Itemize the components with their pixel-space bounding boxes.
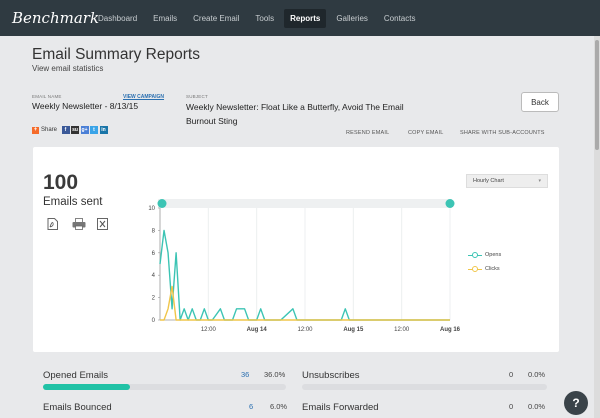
chart-x-tick-label: 12:00: [297, 327, 313, 333]
facebook-icon[interactable]: f: [61, 126, 70, 134]
chart-y-tick-label: 8: [152, 228, 156, 234]
email-name-value: Weekly Newsletter - 8/13/15: [32, 101, 139, 111]
page-title: Email Summary Reports: [32, 46, 200, 63]
emails-bounced-count[interactable]: 6: [249, 402, 254, 411]
opened-emails-bar: [43, 384, 286, 390]
email-name-label: EMAIL NAME: [32, 94, 62, 99]
chart-x-tick-label: Aug 15: [343, 327, 364, 333]
top-navigation: Benchmark Dashboard Emails Create Email …: [0, 0, 600, 36]
legend-clicks-label: Clicks: [485, 266, 500, 272]
nav-reports[interactable]: Reports: [284, 8, 327, 28]
stumbleupon-icon[interactable]: su: [71, 126, 80, 134]
emails-forwarded-count: 0: [509, 402, 514, 411]
chart-range-handle-left: [157, 199, 167, 208]
plus-icon: +: [32, 126, 39, 134]
chart-type-select[interactable]: Hourly Chart ▾: [466, 174, 548, 188]
chevron-down-icon: ▾: [538, 178, 541, 184]
share-sub-accounts-link[interactable]: SHARE WITH SUB-ACCOUNTS: [460, 130, 545, 136]
subject-label: SUBJECT: [186, 94, 208, 99]
chart-y-tick-label: 10: [148, 206, 155, 212]
unsubscribes-count: 0: [509, 370, 514, 379]
emails-bounced-label: Emails Bounced: [43, 402, 112, 413]
scrollbar-thumb[interactable]: [595, 40, 599, 150]
emails-forwarded-pct: 0.0%: [528, 402, 546, 411]
page-subtitle: View email statistics: [32, 64, 104, 73]
emails-sent-label: Emails sent: [43, 196, 103, 208]
chart-x-tick-label: Aug 14: [247, 327, 268, 333]
unsubscribes-bar: [302, 384, 547, 390]
share-bar: + Share f su g+ t in: [32, 126, 108, 134]
chart-range-track: [158, 199, 452, 208]
back-button[interactable]: Back: [521, 92, 559, 112]
chart-type-value: Hourly Chart: [473, 178, 504, 184]
pdf-icon[interactable]: [47, 218, 58, 230]
emails-sent-count: 100: [43, 171, 79, 194]
unsubscribes-pct: 0.0%: [528, 370, 546, 379]
chart-x-tick-label: 12:00: [201, 327, 217, 333]
opens-legend-marker: [468, 252, 482, 258]
legend-clicks[interactable]: Clicks: [468, 266, 500, 272]
opened-emails-bar-fill: [43, 384, 131, 390]
unsubscribes-label: Unsubscribes: [302, 370, 360, 381]
opened-emails-pct: 36.0%: [264, 370, 286, 379]
legend-opens[interactable]: Opens: [468, 252, 501, 258]
copy-email-link[interactable]: COPY EMAIL: [408, 130, 444, 136]
twitter-icon[interactable]: t: [90, 126, 99, 134]
help-icon[interactable]: ?: [564, 391, 588, 415]
chart-y-tick-label: 6: [152, 251, 156, 257]
excel-icon[interactable]: [97, 218, 108, 230]
chart-range-handle-right: [445, 199, 455, 208]
view-campaign-link[interactable]: VIEW CAMPAIGN: [123, 94, 165, 100]
resend-email-link[interactable]: RESEND EMAIL: [346, 130, 390, 136]
print-icon[interactable]: [72, 218, 86, 230]
emails-bounced-pct: 6.0%: [270, 402, 288, 411]
subject-value: Weekly Newsletter: Float Like a Butterfl…: [186, 102, 404, 126]
opened-emails-count[interactable]: 36: [241, 370, 250, 379]
linkedin-icon[interactable]: in: [99, 126, 108, 134]
nav-galleries[interactable]: Galleries: [336, 13, 368, 23]
google-plus-icon[interactable]: g+: [80, 126, 89, 134]
emails-forwarded-label: Emails Forwarded: [302, 402, 379, 413]
nav-tools[interactable]: Tools: [255, 13, 275, 23]
opened-emails-label: Opened Emails: [43, 370, 108, 381]
chart-x-tick-label: Aug 16: [440, 327, 460, 333]
chart-y-tick-label: 2: [152, 296, 156, 302]
page-scrollbar[interactable]: [594, 36, 600, 418]
benchmark-logo[interactable]: Benchmark: [12, 9, 100, 27]
nav-dashboard[interactable]: Dashboard: [98, 13, 138, 23]
stats-section: Opened Emails 36 36.0% Unsubscribes 0 0.…: [0, 356, 600, 418]
chart-x-tick-label: 12:00: [394, 327, 410, 333]
nav-emails[interactable]: Emails: [153, 13, 178, 23]
nav-create-email[interactable]: Create Email: [193, 13, 240, 23]
legend-opens-label: Opens: [485, 252, 502, 258]
nav-contacts[interactable]: Contacts: [383, 13, 416, 23]
chart-y-tick-label: 0: [152, 318, 156, 324]
share-button[interactable]: + Share: [32, 126, 58, 134]
share-label: Share: [41, 127, 58, 133]
opens-clicks-chart: 0 2 4 6 8 10 12:00 Aug 14 12:00 Aug 15 12:00 Aug 16: [148, 199, 460, 333]
chart-series-clicks-line: [160, 285, 450, 321]
chart-y-tick-label: 4: [152, 273, 156, 279]
clicks-legend-marker: [468, 266, 482, 272]
